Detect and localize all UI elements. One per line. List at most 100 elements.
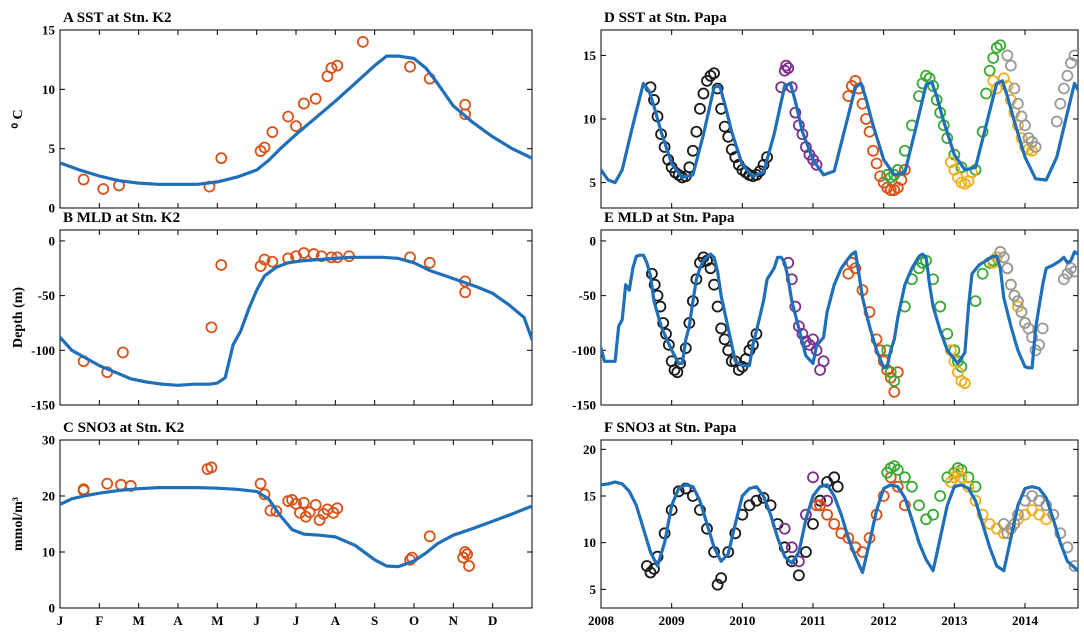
y-tick-label: -100 xyxy=(572,343,596,358)
y-tick-label: 0 xyxy=(49,201,56,216)
y-tick-label: 30 xyxy=(42,433,55,448)
series-2014 xyxy=(1001,49,1078,153)
data-point xyxy=(686,144,699,157)
data-point xyxy=(778,64,791,77)
data-point xyxy=(404,60,416,73)
data-point xyxy=(715,322,728,335)
data-point xyxy=(898,163,911,176)
data-point xyxy=(644,566,657,579)
y-tick-label: -100 xyxy=(31,343,55,358)
data-point xyxy=(831,480,844,493)
y-tick-label: 5 xyxy=(590,582,597,597)
data-point xyxy=(782,62,795,75)
data-point xyxy=(1054,97,1067,110)
y-tick-label: 10 xyxy=(42,82,55,97)
data-point xyxy=(983,64,996,77)
data-point xyxy=(980,87,993,100)
data-point xyxy=(1001,49,1014,62)
data-point xyxy=(648,278,661,291)
plot-area xyxy=(60,247,532,387)
data-point xyxy=(459,108,472,121)
data-point xyxy=(807,471,819,484)
panel-title-text: MLD at Stn. K2 xyxy=(77,210,180,226)
panel-letter: C xyxy=(63,420,78,436)
data-point xyxy=(303,506,316,519)
data-point xyxy=(697,87,710,100)
data-point xyxy=(750,494,763,507)
panel-letter: A xyxy=(63,10,77,26)
data-point xyxy=(356,35,369,48)
x-tick-label: 2014 xyxy=(1012,613,1039,628)
panel-title-text: SNO3 at Stn. Papa xyxy=(616,420,737,436)
panel-letter: D xyxy=(604,10,619,26)
y-tick-label: -150 xyxy=(572,398,596,413)
data-point xyxy=(888,375,901,387)
data-point xyxy=(711,578,724,591)
data-point xyxy=(254,477,267,490)
data-point xyxy=(1004,59,1017,72)
data-point xyxy=(1050,115,1063,128)
y-tick-label: -150 xyxy=(31,398,55,413)
model-line xyxy=(60,54,532,186)
data-point xyxy=(969,295,982,307)
data-point xyxy=(1036,322,1049,335)
data-point xyxy=(817,355,830,368)
y-tick-label: -50 xyxy=(38,288,55,303)
data-point xyxy=(77,173,90,186)
data-point xyxy=(870,333,883,346)
data-point xyxy=(641,560,653,572)
data-point xyxy=(423,530,436,543)
series-2012-2013 xyxy=(881,39,1007,184)
y-tick-label: 15 xyxy=(583,489,597,504)
data-point xyxy=(810,158,823,171)
data-point xyxy=(672,169,685,181)
data-point xyxy=(997,251,1010,264)
data-point xyxy=(884,184,897,197)
plot-area xyxy=(60,35,532,195)
y-tick-label: 20 xyxy=(42,489,55,504)
panel-letter: E xyxy=(604,210,618,226)
axes-frame xyxy=(600,439,1079,609)
y-tick-label: 0 xyxy=(590,233,597,248)
series-observations xyxy=(77,461,475,572)
data-point xyxy=(1026,331,1038,344)
data-point xyxy=(990,41,1003,54)
model-line xyxy=(601,79,1078,185)
data-point xyxy=(205,321,218,334)
data-point xyxy=(891,463,904,476)
data-point xyxy=(331,59,344,72)
x-tick-label: 2010 xyxy=(729,613,755,628)
data-point xyxy=(976,267,989,280)
panel-title-text: SST at Stn. K2 xyxy=(77,10,172,26)
data-point xyxy=(205,461,218,474)
data-point xyxy=(672,485,685,498)
series-2014 xyxy=(994,245,1078,357)
data-point xyxy=(807,333,819,346)
data-point xyxy=(270,505,283,518)
y-tick-label: 0 xyxy=(49,601,56,616)
data-point xyxy=(934,300,947,313)
series-2008-2009 xyxy=(641,471,844,591)
x-tick-label: 2011 xyxy=(800,613,825,628)
data-point xyxy=(898,471,911,484)
x-tick-label: F xyxy=(95,613,103,628)
panel-title: F SNO3 at Stn. Papa xyxy=(604,420,737,436)
data-point xyxy=(461,548,474,561)
data-point xyxy=(254,145,267,157)
data-point xyxy=(309,92,322,105)
data-point xyxy=(708,67,720,80)
model-line xyxy=(601,480,1078,575)
data-point xyxy=(215,152,228,165)
data-point xyxy=(694,102,706,115)
data-point xyxy=(459,546,472,558)
data-point xyxy=(955,471,968,484)
data-point xyxy=(906,480,918,493)
plot-area xyxy=(60,461,532,572)
data-point xyxy=(920,69,932,82)
panel-title-text: SST at Stn. Papa xyxy=(619,10,728,26)
data-point xyxy=(870,157,883,170)
data-point xyxy=(1008,82,1021,95)
data-point xyxy=(97,183,110,195)
data-point xyxy=(934,490,947,502)
